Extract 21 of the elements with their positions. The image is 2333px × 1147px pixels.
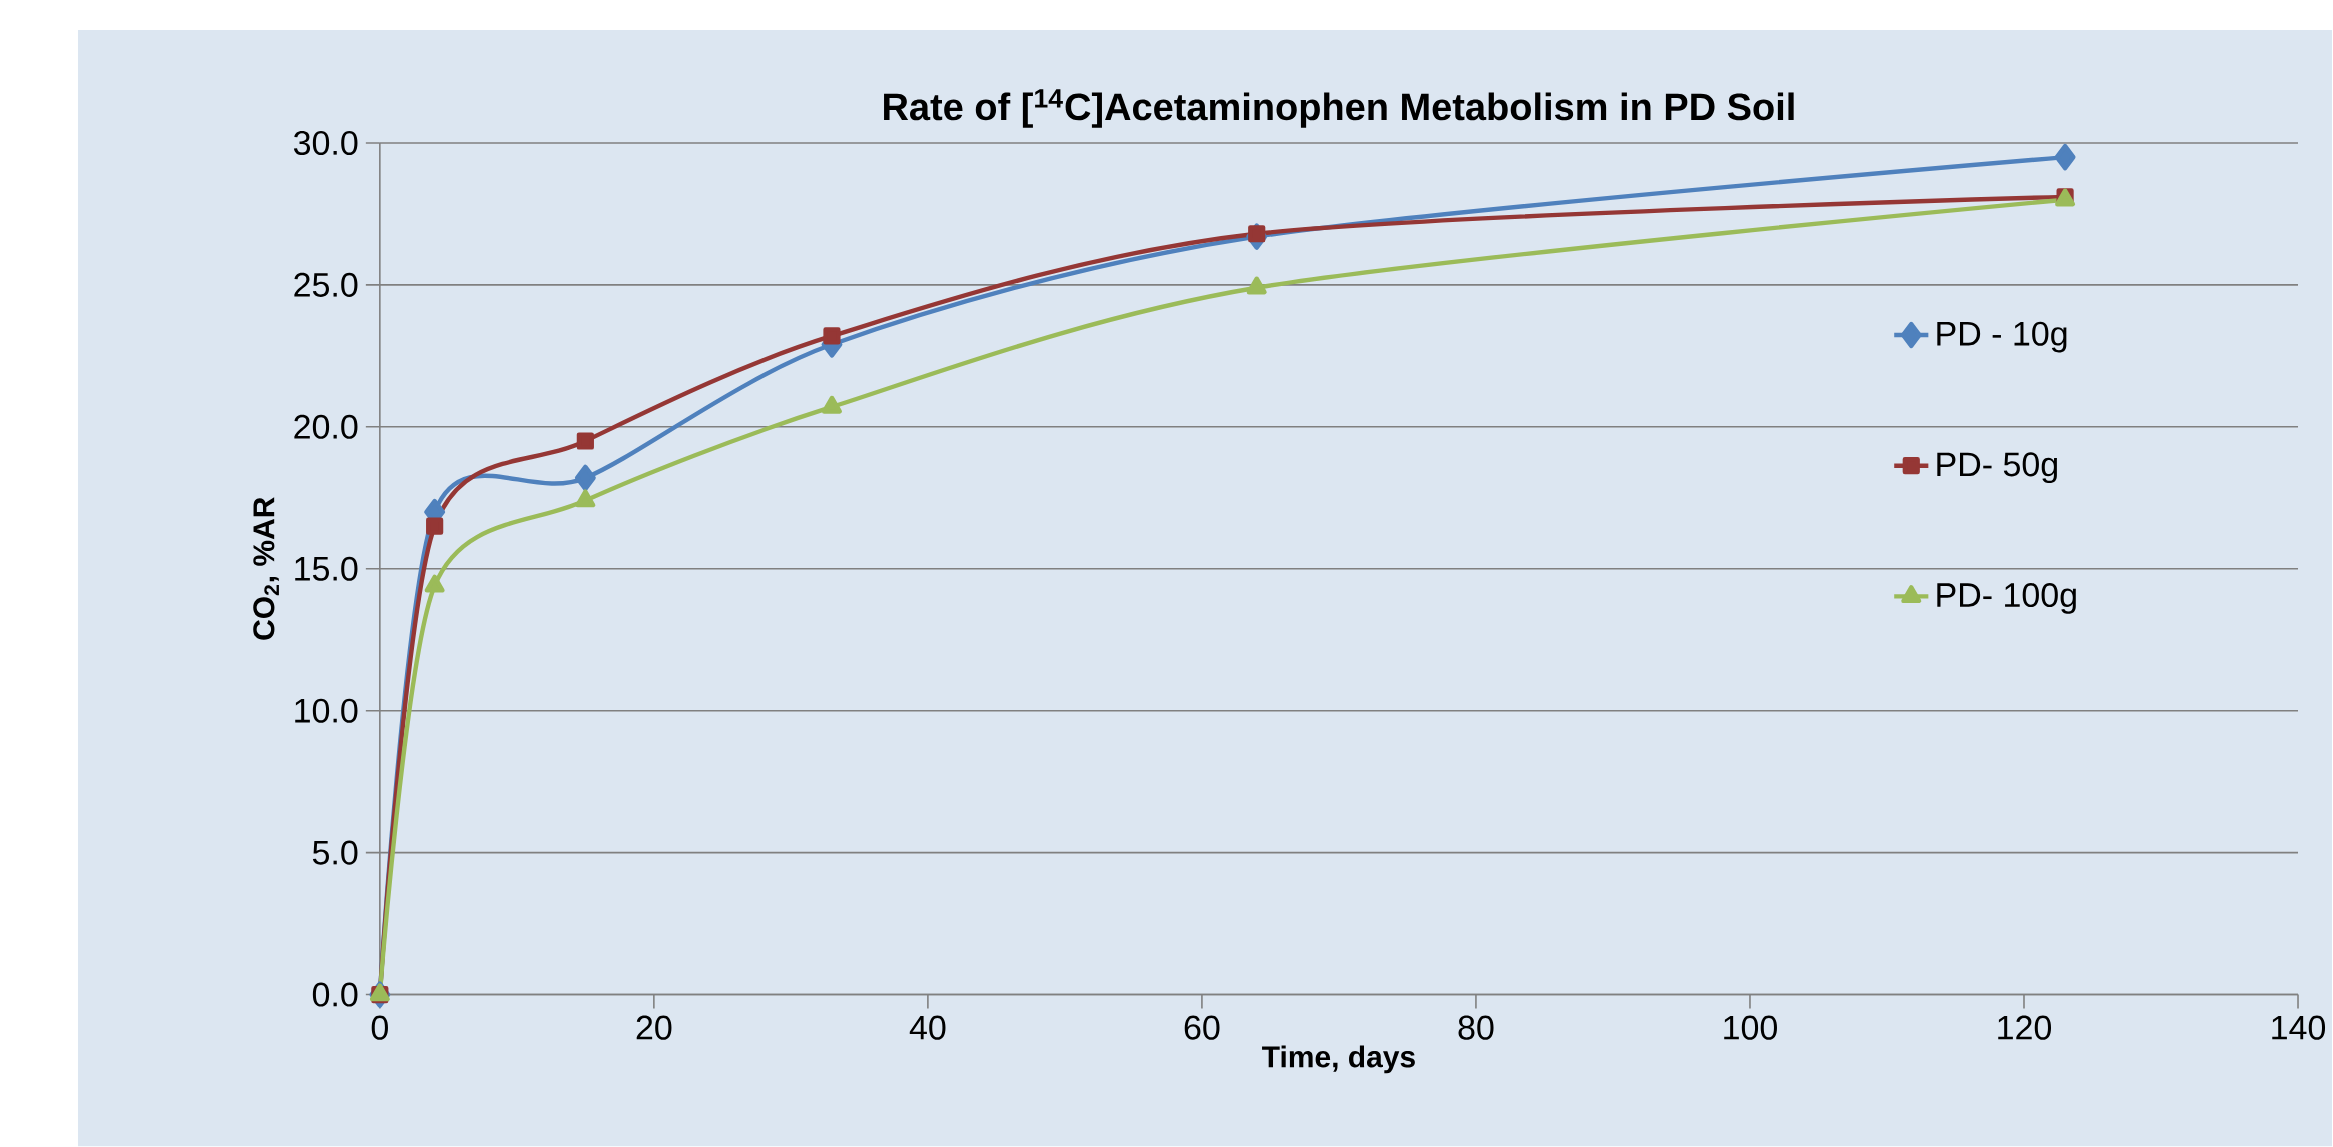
- y-tick-label: 25.0: [294, 273, 358, 298]
- x-tick-label: 140: [2272, 1015, 2326, 1040]
- legend-label: PD - 10g: [1937, 321, 2067, 353]
- chart-title: Rate of [$^{14}$C]Acetaminophen Metabolism in PD Soil: [884, 89, 1794, 129]
- y-tick-label: 20.0: [294, 415, 358, 440]
- x-tick-label: 40: [909, 1015, 946, 1040]
- x-tick-label: 100: [1724, 1015, 1777, 1040]
- y-tick-label: 0.0: [312, 982, 358, 1007]
- y-axis-title: CO$_{2}$, %AR: [253, 497, 279, 640]
- y-tick-label: 15.0: [295, 556, 358, 582]
- x-tick-label: 120: [1998, 1015, 2052, 1040]
- legend-label: PD- 100g: [1937, 583, 2076, 615]
- legend-label: PD- 50g: [1937, 452, 2057, 484]
- x-tick-label: 0: [371, 1015, 388, 1040]
- x-tick-label: 60: [1184, 1015, 1220, 1040]
- y-tick-label: 30.0: [293, 131, 358, 156]
- x-axis-title: Time, days: [1262, 1045, 1415, 1074]
- x-tick-label: 80: [1458, 1015, 1494, 1040]
- y-tick-label: 5.0: [312, 840, 358, 865]
- y-tick-label: 10.0: [295, 698, 358, 723]
- x-tick-label: 20: [636, 1015, 672, 1040]
